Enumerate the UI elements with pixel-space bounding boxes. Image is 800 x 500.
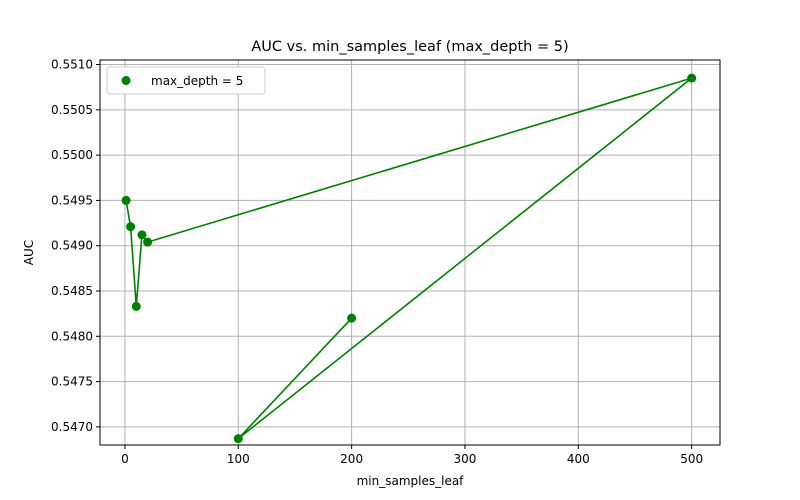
x-tick-label: 400: [567, 452, 590, 466]
y-tick-label: 0.5500: [51, 148, 93, 162]
series-layer: [121, 73, 697, 444]
y-tick-label: 0.5475: [51, 375, 93, 389]
data-point: [687, 73, 697, 83]
y-tick-label: 0.5480: [51, 329, 93, 343]
plot-frame: [99, 59, 721, 446]
data-point: [121, 195, 131, 205]
data-point: [126, 222, 136, 232]
y-axis-label: AUC: [22, 240, 36, 265]
data-point: [143, 237, 153, 247]
legend: max_depth = 5: [106, 66, 266, 95]
plot-area: [100, 60, 720, 445]
x-tick-label: 0: [121, 452, 129, 466]
y-tick-label: 0.5505: [51, 103, 93, 117]
chart-title: AUC vs. min_samples_leaf (max_depth = 5): [251, 39, 568, 55]
x-tick-label: 100: [227, 452, 250, 466]
data-point: [131, 301, 141, 311]
data-point: [137, 230, 147, 240]
y-tick-label: 0.5470: [51, 420, 93, 434]
x-axis-ticks: 0 100 200 300 400 500: [121, 445, 703, 466]
grid: [100, 60, 720, 445]
y-axis-ticks: 0.5470 0.5475 0.5480 0.5485 0.5490 0.5495 0.55…: [51, 58, 100, 434]
x-tick-label: 200: [340, 452, 363, 466]
x-tick-label: 500: [680, 452, 703, 466]
y-tick-label: 0.5485: [51, 284, 93, 298]
y-tick-label: 0.5490: [51, 239, 93, 253]
series-line: [125, 77, 693, 440]
y-tick-label: 0.5495: [51, 193, 93, 207]
x-axis-label: min_samples_leaf: [357, 474, 465, 488]
data-point: [347, 313, 357, 323]
legend-label: max_depth = 5: [151, 74, 243, 88]
legend-marker: [121, 76, 131, 85]
legend-box: [106, 66, 266, 95]
x-tick-label: 300: [454, 452, 477, 466]
data-point: [233, 434, 243, 444]
y-tick-label: 0.5510: [51, 58, 93, 72]
